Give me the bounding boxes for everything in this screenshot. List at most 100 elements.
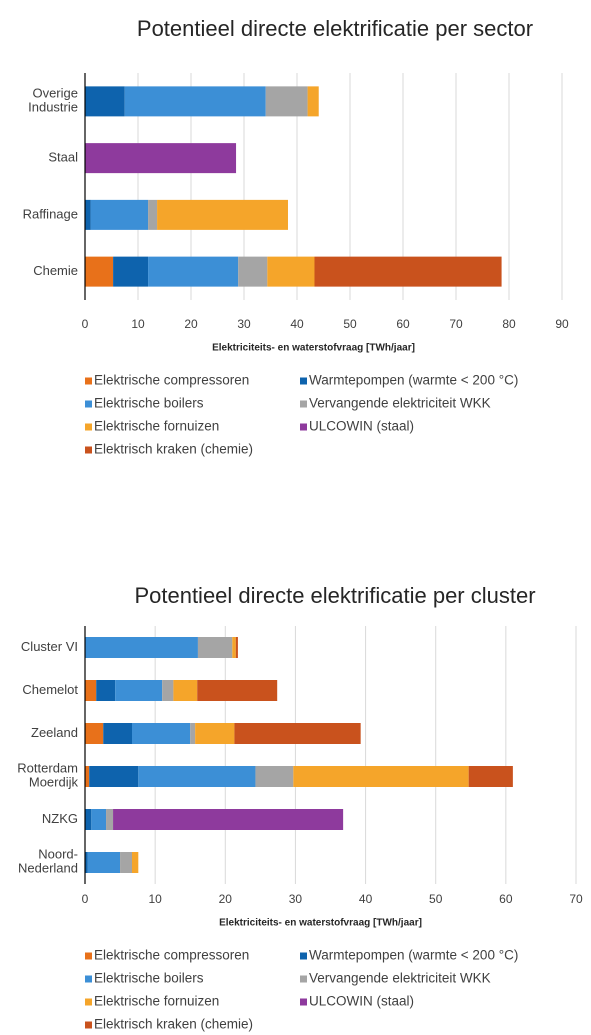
bar-segment [267,256,315,287]
legend-swatch [85,1021,92,1029]
bar-segment [314,256,502,287]
legend-swatch [300,377,307,385]
bar-segment [85,256,114,287]
bar-segment [85,637,198,658]
bar-segment [131,852,139,873]
x-tick-label: 30 [237,317,251,331]
y-tick-label: Rotterdam Moerdijk [17,761,78,790]
x-tick-label: 40 [290,317,304,331]
bar-segment [85,723,104,744]
y-tick-label: Overige Industrie [28,86,78,115]
legend-label: Vervangende elektriciteit WKK [309,396,491,411]
bar-segment [113,809,344,830]
legend-label: Elektrische boilers [94,971,204,986]
legend-label: Elektrisch kraken (chemie) [94,442,253,457]
chart-title: Potentieel directe elektrificatie per se… [137,16,533,41]
bar-segment [238,256,268,287]
bar-segment [113,256,149,287]
bar-segment [293,766,469,787]
bar-segment [234,723,361,744]
y-tick-label: Chemelot [22,682,78,697]
x-tick-label: 40 [359,892,373,906]
x-tick-label: 60 [499,892,513,906]
legend-label: Elektrische compressoren [94,948,249,963]
bar-segment [91,809,107,830]
legend-swatch [85,446,92,454]
bar-segment [157,199,288,230]
x-tick-label: 90 [555,317,569,331]
bar-segment [197,680,278,701]
legend-label: Elektrisch kraken (chemie) [94,1017,253,1032]
bar-segment [85,86,125,117]
legend-swatch [300,998,307,1006]
x-axis-label: Elektriciteits- en waterstofvraag [TWh/j… [219,918,422,929]
bar-segment [235,637,238,658]
legend-swatch [85,998,92,1006]
x-tick-label: 0 [82,892,89,906]
legend-swatch [85,377,92,385]
y-tick-label: Raffinage [23,206,78,221]
bar-segment [115,680,163,701]
x-tick-label: 50 [429,892,443,906]
y-tick-label: Cluster VI [21,639,78,654]
x-tick-label: 80 [502,317,516,331]
legend-swatch [85,423,92,431]
bar-segment [162,680,174,701]
bar-segment [85,766,90,787]
legend-label: Elektrische compressoren [94,373,249,388]
x-tick-label: 50 [343,317,357,331]
y-tick-label: Noord-Nederland [18,847,78,876]
legend-swatch [300,400,307,408]
y-tick-label: Chemie [33,263,78,278]
x-axis-label: Elektriciteits- en waterstofvraag [TWh/j… [212,343,415,354]
legend-label: Elektrische boilers [94,396,204,411]
x-tick-label: 30 [289,892,303,906]
bar-segment [138,766,256,787]
x-tick-label: 70 [569,892,583,906]
y-tick-label: Staal [48,150,78,165]
legend-label: Elektrische fornuizen [94,994,219,1009]
legend-label: ULCOWIN (staal) [309,419,414,434]
bar-segment [195,723,235,744]
legend-label: Elektrische fornuizen [94,419,219,434]
legend-label: Vervangende elektriciteit WKK [309,971,491,986]
bar-segment [89,766,139,787]
legend-label: Warmtepompen (warmte < 200 °C) [309,948,518,963]
legend-swatch [300,952,307,960]
bar-segment [90,199,149,230]
y-tick-label: Zeeland [31,725,78,740]
x-tick-label: 70 [449,317,463,331]
x-tick-label: 10 [131,317,145,331]
bar-segment [96,680,116,701]
bar-segment [87,852,121,873]
bar-segment [85,143,237,174]
bar-segment [148,199,158,230]
legend-swatch [85,952,92,960]
bar-segment [197,637,233,658]
bar-segment [85,852,88,873]
bar-segment [124,86,266,117]
bar-segment [173,680,198,701]
chart-title: Potentieel directe elektrificatie per cl… [134,583,535,608]
bar-segment [265,86,308,117]
x-tick-label: 20 [184,317,198,331]
bar-segment [148,256,239,287]
bar-segment [255,766,294,787]
legend-swatch [300,423,307,431]
x-tick-label: 60 [396,317,410,331]
bar-segment [106,809,114,830]
legend-swatch [85,975,92,983]
x-tick-label: 0 [82,317,89,331]
legend-swatch [85,400,92,408]
bar-segment [85,199,91,230]
bar-segment [85,809,92,830]
bar-segment [85,680,97,701]
legend-swatch [300,975,307,983]
x-tick-label: 10 [148,892,162,906]
legend-label: Warmtepompen (warmte < 200 °C) [309,373,518,388]
x-tick-label: 20 [219,892,233,906]
bar-segment [468,766,513,787]
bar-segment [232,637,236,658]
y-tick-label: NZKG [42,811,78,826]
